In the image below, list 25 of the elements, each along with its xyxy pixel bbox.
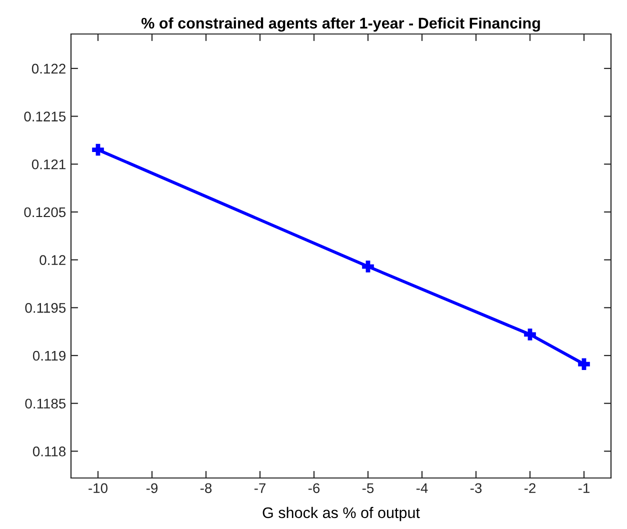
x-axis-title: G shock as % of output	[262, 506, 420, 522]
x-tick-label: -2	[524, 483, 536, 493]
y-tick-label: 0.121	[32, 159, 66, 170]
y-tick-label: 0.119	[32, 350, 66, 361]
x-tick-label: -6	[308, 483, 320, 494]
y-tick-label: 0.1185	[25, 398, 66, 409]
x-tick-label: -5	[362, 483, 374, 494]
point	[362, 260, 374, 272]
x-tick-label: -8	[200, 483, 212, 494]
x-tick-label: -10	[88, 483, 108, 494]
point	[578, 358, 590, 370]
x-tick-label: -9	[146, 483, 158, 494]
x-tick-label: -3	[470, 483, 482, 494]
y-tick-label: 0.1215	[24, 112, 66, 122]
x-tick-label: -1	[578, 483, 590, 493]
y-tick-label: 0.118	[32, 446, 66, 456]
y-tick-label: 0.12	[40, 255, 66, 265]
point	[92, 144, 104, 156]
y-tick-label: 0.1205	[24, 207, 66, 218]
x-tick-label: -7	[254, 483, 266, 493]
y-tick-label: 0.1195	[25, 303, 66, 313]
chart-title: % of constrained agents after 1-year - Deficit Financing	[141, 17, 540, 32]
y-tick-label: 0.122	[32, 64, 66, 74]
x-tick-label: -4	[416, 483, 428, 493]
point	[524, 328, 536, 340]
